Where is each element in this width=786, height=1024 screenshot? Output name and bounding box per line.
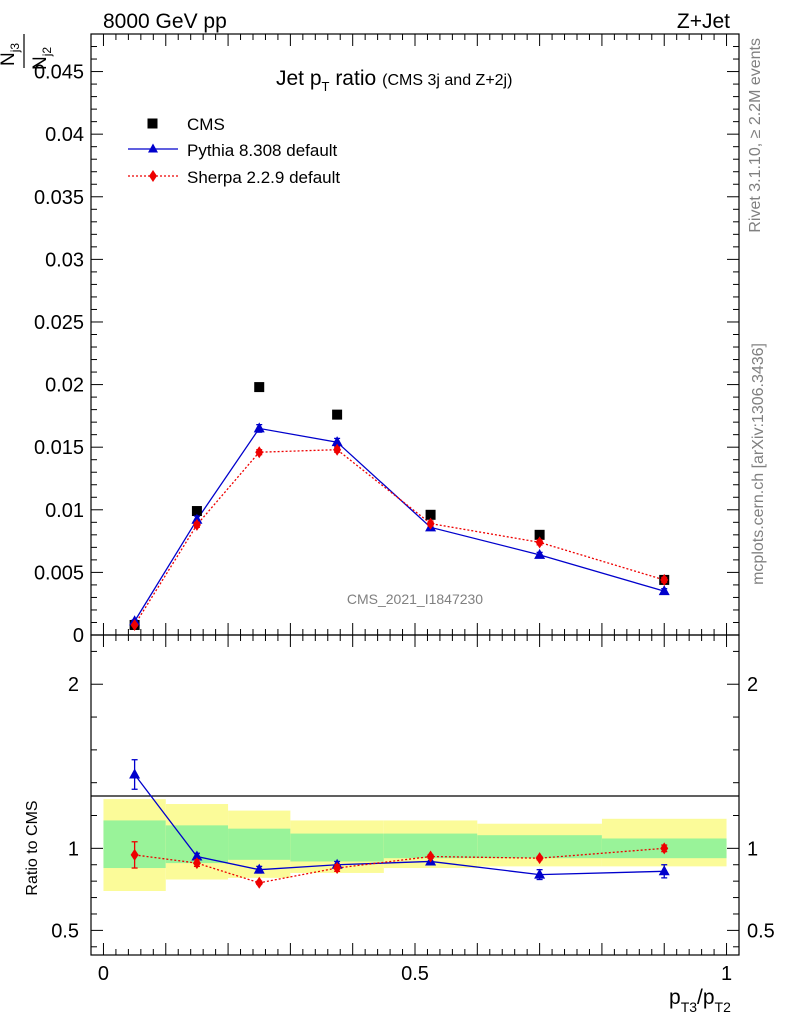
- x-tick-label: 1: [721, 963, 732, 985]
- title-note: (CMS 3j and Z+2j): [382, 72, 512, 89]
- legend: CMS Pythia 8.308 default Sherpa 2.2.9 de…: [128, 115, 340, 187]
- ratio-pythia-point: [191, 850, 203, 861]
- ratio-y-tick-label-left: 1: [68, 838, 79, 860]
- main-pythia-point: [534, 548, 546, 559]
- legend-sherpa-marker: [149, 170, 157, 182]
- ratio-y-tick-label-left: 0.5: [51, 920, 79, 942]
- tick-labels: 0 0.5 1 0 0.005 0.01 0.015 0.02 0.025 0.03 0.035 0.…: [34, 62, 775, 985]
- plot-title: Jet pT ratio (CMS 3j and Z+2j): [276, 67, 512, 94]
- main-y-tick-label: 0.045: [34, 62, 84, 84]
- rivet-version-label: Rivet 3.1.10, ≥ 2.2M events: [747, 38, 764, 233]
- x-tick-label: 0: [98, 963, 109, 985]
- analysis-watermark: CMS_2021_I1847230: [347, 591, 483, 607]
- main-pythia-point: [658, 585, 670, 596]
- ratio-sherpa-point: [130, 848, 139, 861]
- main-sherpa-point: [333, 443, 342, 456]
- ratio-plot-frame: [90, 634, 740, 956]
- ratio-pythia-point: [534, 868, 546, 879]
- ratio-pythia-point: [129, 768, 141, 779]
- ratio-y-tick-label-right: 1: [747, 838, 758, 860]
- x-tick-label: 0.5: [401, 963, 429, 985]
- main-y-tick-label: 0.005: [34, 562, 84, 584]
- data-markers: [129, 382, 670, 889]
- ylabel-denominator: Nj2: [30, 47, 54, 70]
- title-tail: ratio: [329, 67, 376, 90]
- ratio-sherpa-point: [333, 862, 342, 875]
- title-main: Jet p: [276, 67, 322, 90]
- header-right: Z+Jet: [677, 10, 730, 33]
- title-sub: T: [322, 79, 330, 94]
- main-sherpa-point: [535, 536, 544, 549]
- main-pythia-point: [191, 513, 203, 524]
- ratio-bands: [103, 799, 727, 891]
- main-cms-point: [191, 506, 202, 517]
- main-y-tick-label: 0.035: [34, 187, 84, 209]
- main-y-tick-label: 0.04: [45, 124, 84, 146]
- main-sherpa-point: [426, 517, 435, 530]
- xlabel: pT3/pT2: [669, 986, 731, 1015]
- band-inner-3: [290, 833, 384, 862]
- ratio-sherpa-point: [255, 876, 264, 889]
- legend-sherpa-label: Sherpa 2.2.9 default: [187, 168, 340, 187]
- ratio-pythia-point: [658, 865, 670, 876]
- legend-pythia-marker: [148, 143, 158, 153]
- main-y-tick-label: 0: [73, 625, 84, 647]
- ratio-pythia-point: [253, 863, 265, 874]
- ratio-y-tick-label-right: 0.5: [747, 920, 775, 942]
- main-sherpa-point: [660, 573, 669, 586]
- legend-pythia-label: Pythia 8.308 default: [187, 141, 338, 160]
- ratio-ylabel: Ratio to CMS: [24, 800, 41, 895]
- legend-cms-marker: [147, 118, 158, 129]
- band-inner-5: [477, 835, 602, 859]
- main-y-tick-label: 0.025: [34, 312, 84, 334]
- main-y-tick-label: 0.03: [45, 249, 84, 271]
- ratio-sherpa-point: [426, 850, 435, 863]
- ticks: [91, 33, 739, 955]
- ylabel-numerator: Nj3: [0, 43, 22, 66]
- ratio-sherpa-point: [535, 852, 544, 865]
- main-sherpa-point: [255, 446, 264, 459]
- ratio-y-tick-label-left: 2: [68, 674, 79, 696]
- ratio-sherpa-point: [192, 857, 201, 870]
- main-pythia-point: [331, 436, 343, 447]
- main-cms-point: [534, 529, 545, 540]
- main-ylabel: Nj3 Nj2: [0, 34, 54, 70]
- main-y-tick-label: 0.01: [45, 500, 84, 522]
- main-cms-point: [254, 382, 265, 393]
- main-y-tick-label: 0.02: [45, 375, 84, 397]
- main-pythia-point: [253, 422, 265, 433]
- ratio-sherpa-point: [660, 842, 669, 855]
- header-left: 8000 GeV pp: [103, 10, 227, 33]
- legend-cms-label: CMS: [187, 115, 225, 134]
- band-inner-2: [228, 828, 291, 860]
- main-y-tick-label: 0.015: [34, 437, 84, 459]
- ratio-y-tick-label-right: 2: [747, 674, 758, 696]
- main-cms-point: [332, 409, 343, 420]
- mcplots-label: mcplots.cern.ch [arXiv:1306.3436]: [750, 343, 767, 585]
- main-sherpa-point: [130, 618, 139, 631]
- main-sherpa-point: [192, 518, 201, 531]
- main-cms-point: [425, 509, 436, 520]
